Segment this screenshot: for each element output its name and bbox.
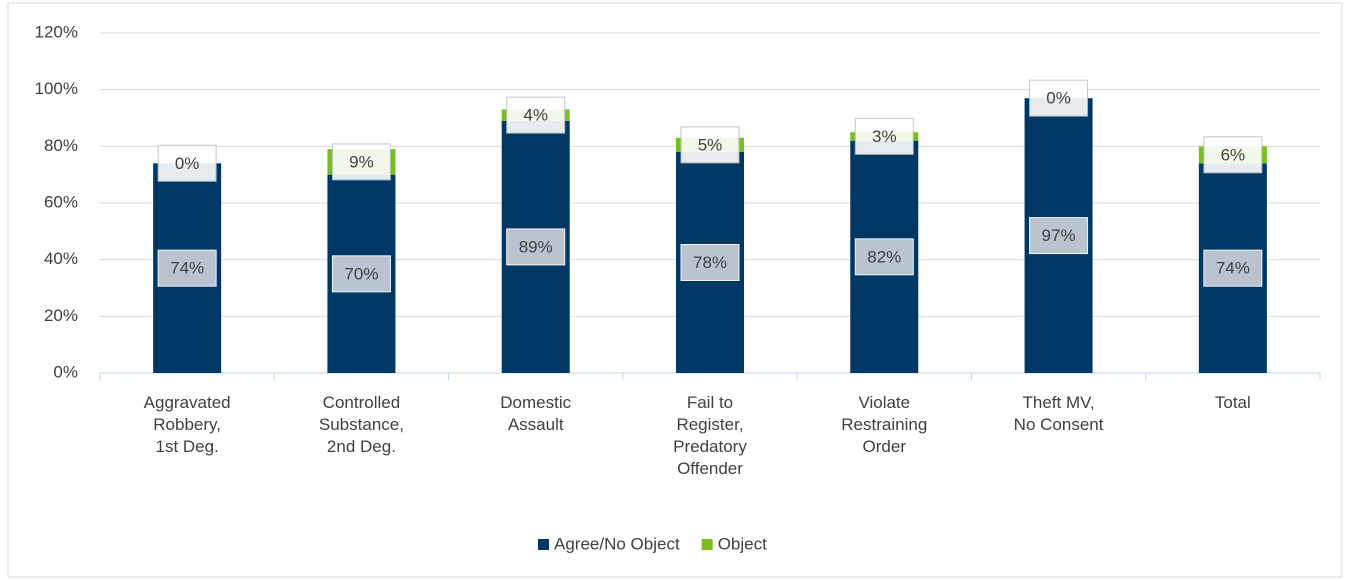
- data-label: 78%: [693, 253, 727, 272]
- data-label-box: [331, 255, 391, 293]
- x-tick-label: Theft MV, No Consent: [1013, 393, 1104, 434]
- data-label-box: [680, 126, 740, 164]
- x-tick-label: Domestic Assault: [500, 393, 572, 434]
- data-label-box: [157, 144, 217, 182]
- y-tick-label: 100%: [35, 79, 78, 98]
- x-tick-label: Aggravated Robbery, 1st Deg.: [143, 393, 231, 456]
- data-label-box: [854, 117, 914, 155]
- data-label-box: [1029, 79, 1089, 117]
- x-tick-label: Fail to Register, Predatory Offender: [673, 393, 747, 478]
- chart-border: [7, 2, 1343, 578]
- data-label: 6%: [1221, 145, 1246, 164]
- data-label-box: [680, 244, 740, 281]
- legend-label: Object: [718, 534, 767, 553]
- legend-swatch: [538, 539, 549, 550]
- y-tick-label: 120%: [35, 22, 78, 41]
- data-label-box: [331, 143, 391, 181]
- data-label: 0%: [175, 154, 200, 173]
- legend-label: Agree/No Object: [554, 534, 680, 553]
- data-label: 74%: [170, 259, 204, 278]
- y-tick-label: 0%: [53, 362, 78, 381]
- data-label-box: [1029, 217, 1089, 255]
- y-tick-label: 80%: [44, 136, 78, 155]
- data-label-box: [506, 96, 566, 134]
- data-label-box: [506, 228, 566, 266]
- data-label-box: [157, 249, 217, 287]
- data-label: 9%: [349, 152, 374, 171]
- data-label: 97%: [1042, 226, 1076, 245]
- legend-swatch: [701, 539, 713, 550]
- data-label: 70%: [344, 264, 378, 283]
- data-label: 0%: [1046, 89, 1071, 108]
- data-label: 89%: [519, 237, 553, 256]
- y-tick-label: 60%: [44, 192, 78, 211]
- x-tick-label: Total: [1214, 393, 1251, 412]
- data-label-box: [1203, 249, 1263, 287]
- data-label: 74%: [1216, 259, 1250, 278]
- data-label-box: [854, 238, 914, 276]
- data-label-box: [1203, 136, 1263, 174]
- data-label: 3%: [872, 127, 897, 146]
- data-label: 82%: [867, 247, 901, 266]
- x-tick-label: Controlled Substance, 2nd Deg.: [318, 393, 404, 456]
- y-tick-label: 40%: [44, 249, 78, 268]
- y-tick-label: 20%: [44, 306, 78, 325]
- x-tick-label: Violate Restraining Order: [841, 393, 928, 456]
- data-label: 5%: [698, 135, 723, 154]
- data-label: 4%: [523, 106, 548, 125]
